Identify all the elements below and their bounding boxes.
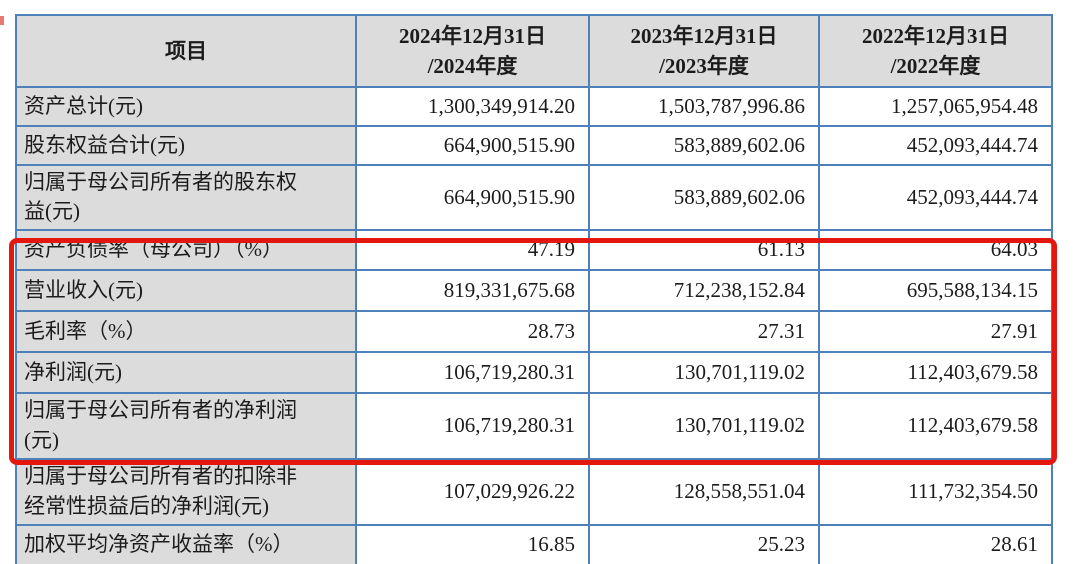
cell-value: 130,701,119.02: [588, 350, 820, 394]
table-row-highlighted: 毛利率（%） 28.73 27.31 27.91: [15, 309, 1053, 353]
cell-value: 107,029,926.22: [355, 457, 590, 526]
cell-value: 452,093,444.74: [818, 125, 1053, 166]
table-header-row: 项目 2024年12月31日 /2024年度 2023年12月31日 /2023…: [15, 14, 1053, 88]
column-header-2022: 2022年12月31日 /2022年度: [818, 14, 1053, 88]
column-header-2023: 2023年12月31日 /2023年度: [588, 14, 820, 88]
table-row: 资产总计(元) 1,300,349,914.20 1,503,787,996.8…: [15, 86, 1053, 127]
cell-value: 27.31: [588, 309, 820, 353]
cell-value: 111,732,354.50: [818, 457, 1053, 526]
cell-value: 112,403,679.58: [818, 391, 1053, 460]
row-label: 资产总计(元): [15, 86, 357, 127]
cell-value: 47.19: [355, 228, 590, 271]
row-label: 营业收入(元): [15, 268, 357, 312]
row-label: 股东权益合计(元): [15, 125, 357, 166]
cell-value: 583,889,602.06: [588, 164, 820, 231]
table-row-highlighted: 归属于母公司所有者的净利润 (元) 106,719,280.31 130,701…: [15, 391, 1053, 460]
table-row: 资产负债率（母公司）（%） 47.19 61.13 64.03: [15, 228, 1053, 271]
cell-value: 106,719,280.31: [355, 391, 590, 460]
cell-value: 819,331,675.68: [355, 268, 590, 312]
column-header-2024: 2024年12月31日 /2024年度: [355, 14, 590, 88]
red-edge-mark: [0, 16, 4, 25]
row-label: 归属于母公司所有者的股东权 益(元): [15, 164, 357, 231]
row-label: 归属于母公司所有者的净利润 (元): [15, 391, 357, 460]
cell-value: 64.03: [818, 228, 1053, 271]
financial-indicators-table: 项目 2024年12月31日 /2024年度 2023年12月31日 /2023…: [15, 14, 1053, 564]
row-label: 加权平均净资产收益率（%）: [15, 523, 357, 564]
cell-value: 16.85: [355, 523, 590, 564]
cell-value: 452,093,444.74: [818, 164, 1053, 231]
cell-value: 27.91: [818, 309, 1053, 353]
cell-value: 1,300,349,914.20: [355, 86, 590, 127]
row-label: 毛利率（%）: [15, 309, 357, 353]
table-row-highlighted: 营业收入(元) 819,331,675.68 712,238,152.84 69…: [15, 268, 1053, 312]
cell-value: 664,900,515.90: [355, 164, 590, 231]
cell-value: 106,719,280.31: [355, 350, 590, 394]
table-row: 加权平均净资产收益率（%） 16.85 25.23 28.61: [15, 523, 1053, 564]
cell-value: 1,257,065,954.48: [818, 86, 1053, 127]
cell-value: 128,558,551.04: [588, 457, 820, 526]
cell-value: 664,900,515.90: [355, 125, 590, 166]
table-row-highlighted: 净利润(元) 106,719,280.31 130,701,119.02 112…: [15, 350, 1053, 394]
column-header-item: 项目: [15, 14, 357, 88]
row-label: 净利润(元): [15, 350, 357, 394]
cell-value: 695,588,134.15: [818, 268, 1053, 312]
table-row: 股东权益合计(元) 664,900,515.90 583,889,602.06 …: [15, 125, 1053, 166]
cell-value: 28.61: [818, 523, 1053, 564]
row-label: 资产负债率（母公司）（%）: [15, 228, 357, 271]
row-label: 归属于母公司所有者的扣除非 经常性损益后的净利润(元): [15, 457, 357, 526]
cell-value: 61.13: [588, 228, 820, 271]
cell-value: 28.73: [355, 309, 590, 353]
cell-value: 1,503,787,996.86: [588, 86, 820, 127]
table-row: 归属于母公司所有者的股东权 益(元) 664,900,515.90 583,88…: [15, 164, 1053, 231]
cell-value: 712,238,152.84: [588, 268, 820, 312]
cell-value: 25.23: [588, 523, 820, 564]
cell-value: 112,403,679.58: [818, 350, 1053, 394]
table-row-highlighted: 归属于母公司所有者的扣除非 经常性损益后的净利润(元) 107,029,926.…: [15, 457, 1053, 526]
cell-value: 130,701,119.02: [588, 391, 820, 460]
cell-value: 583,889,602.06: [588, 125, 820, 166]
